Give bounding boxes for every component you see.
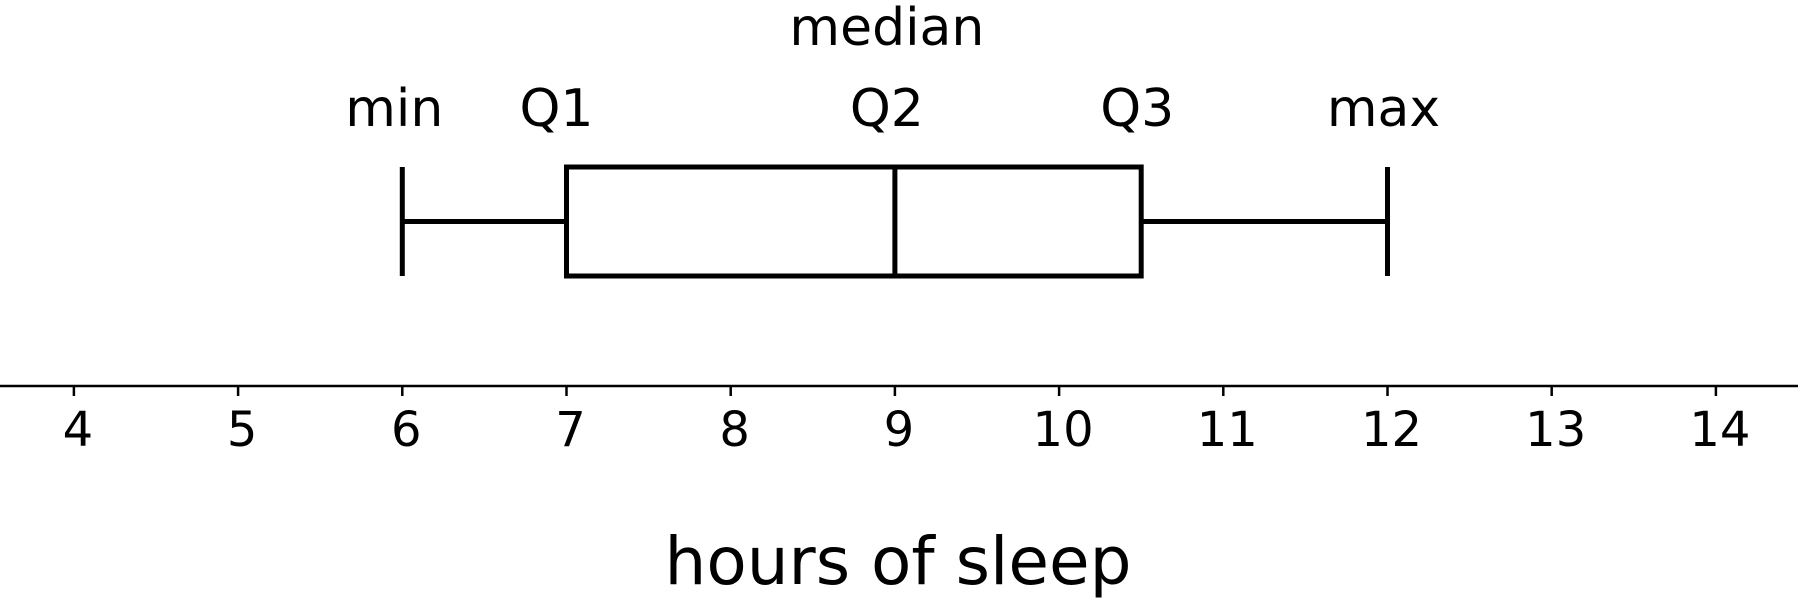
- box-plot: [399, 164, 1390, 279]
- q3-label: Q3: [1100, 79, 1174, 139]
- x-tick-label: 10: [1033, 402, 1094, 458]
- x-tick-label: 8: [719, 402, 750, 458]
- q2-label: Q2: [850, 79, 924, 139]
- x-tick-label: 6: [391, 402, 422, 458]
- x-tick-label: 9: [884, 402, 915, 458]
- x-tick-label: 4: [63, 402, 94, 458]
- x-axis-ticks: 4 5 6 7 8 9 10 11 12 13 14: [63, 386, 1750, 458]
- x-tick-label: 13: [1525, 402, 1586, 458]
- stat-labels: min Q1 median Q2 Q3 max: [345, 0, 1440, 139]
- q1-label: Q1: [519, 79, 593, 139]
- x-tick-label: 7: [555, 402, 586, 458]
- x-axis: 4 5 6 7 8 9 10 11 12 13 14: [0, 384, 1798, 458]
- max-label: max: [1327, 79, 1440, 139]
- x-tick-label: 5: [227, 402, 258, 458]
- x-axis-title: hours of sleep: [665, 523, 1132, 600]
- median-label: median: [789, 0, 984, 58]
- x-tick-label: 11: [1197, 402, 1258, 458]
- min-label: min: [345, 79, 443, 139]
- x-tick-label: 12: [1361, 402, 1422, 458]
- interquartile-box: [563, 164, 1144, 279]
- x-tick-label: 14: [1689, 402, 1750, 458]
